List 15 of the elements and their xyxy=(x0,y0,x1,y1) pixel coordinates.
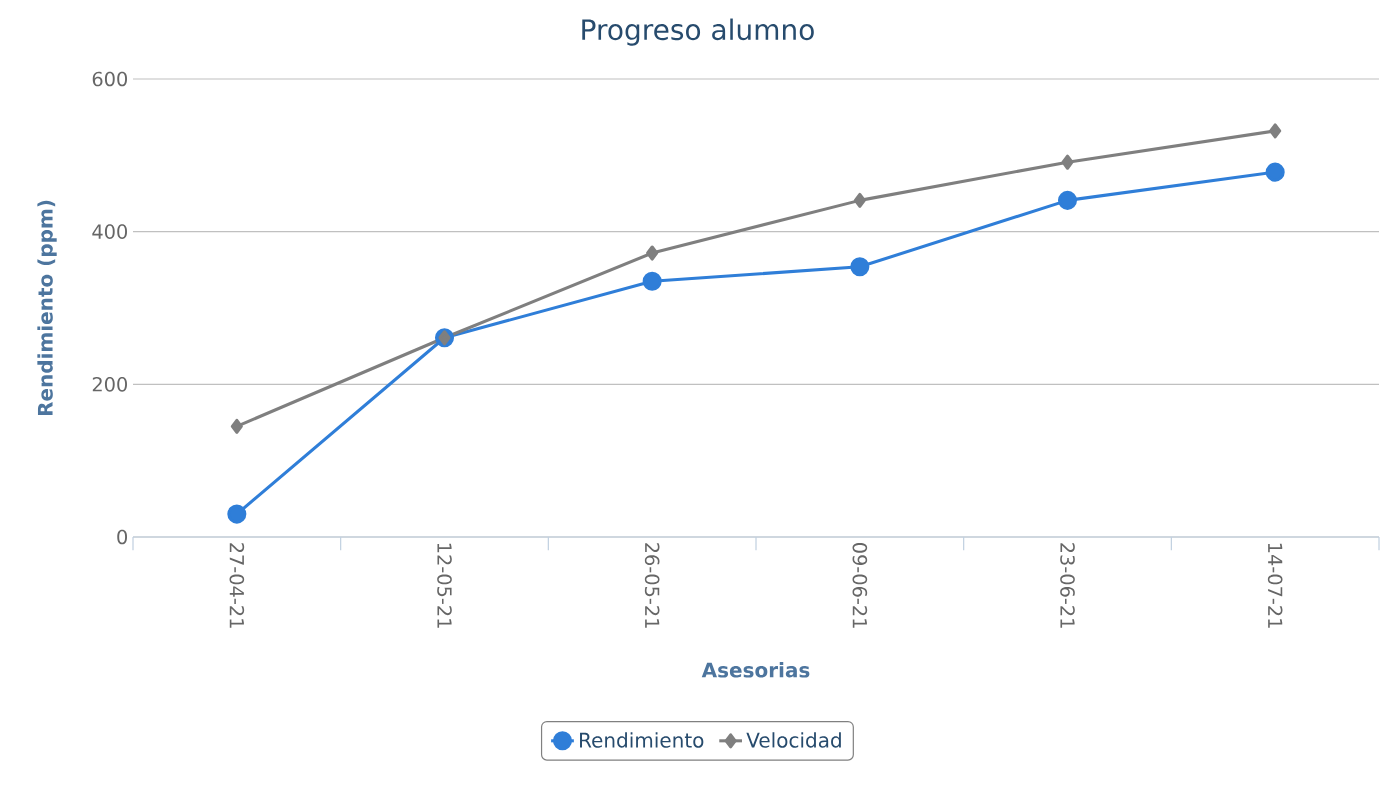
x-tick-label: 09-06-21 xyxy=(852,542,868,628)
chart-title: Progreso alumno xyxy=(582,18,814,46)
x-tick-label: 23-06-21 xyxy=(1060,543,1075,628)
y-axis-title: Rendimiento (ppm) xyxy=(37,200,57,416)
legend-label: Rendimiento xyxy=(580,732,704,748)
y-tick-label: 400 xyxy=(92,224,127,239)
y-tick-label: 600 xyxy=(92,71,127,87)
x-axis-title: Asesorias xyxy=(701,662,810,678)
y-tick-label: 0 xyxy=(117,529,128,545)
x-tick-label: 12-05-21 xyxy=(437,543,452,628)
x-tick-label: 27-04-21 xyxy=(229,543,245,628)
y-tick-label: 200 xyxy=(92,377,127,392)
x-tick-label: 26-05-21 xyxy=(644,543,660,628)
legend-label: Velocidad xyxy=(746,732,841,748)
x-tick-label: 14-07-21 xyxy=(1267,543,1283,628)
